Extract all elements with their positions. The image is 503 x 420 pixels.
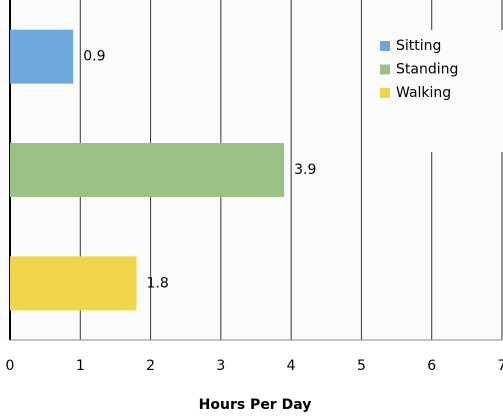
- x-tick-label: 4: [287, 358, 296, 374]
- x-axis-label: Hours Per Day: [199, 397, 312, 413]
- x-tick-label: 1: [76, 358, 85, 374]
- bar: [10, 29, 74, 84]
- legend-swatch: [380, 88, 390, 98]
- legend-box: [372, 30, 503, 152]
- x-tick-label: 0: [6, 358, 15, 374]
- x-tick-label: 6: [427, 358, 436, 374]
- bar: [10, 143, 285, 197]
- legend-swatch: [380, 41, 390, 51]
- x-tick-label: 7: [498, 358, 503, 374]
- legend-label: Sitting: [396, 38, 441, 54]
- legend-swatch: [380, 64, 390, 75]
- x-tick-label: 5: [357, 358, 366, 374]
- legend-label: Walking: [396, 85, 451, 101]
- legend-label: Standing: [396, 62, 458, 78]
- bar: [10, 256, 137, 311]
- data-label: 3.9: [294, 162, 316, 178]
- x-tick-label: 2: [146, 358, 155, 374]
- data-label: 1.8: [147, 275, 169, 291]
- data-label: 0.9: [83, 49, 105, 65]
- x-tick-label: 3: [216, 358, 225, 374]
